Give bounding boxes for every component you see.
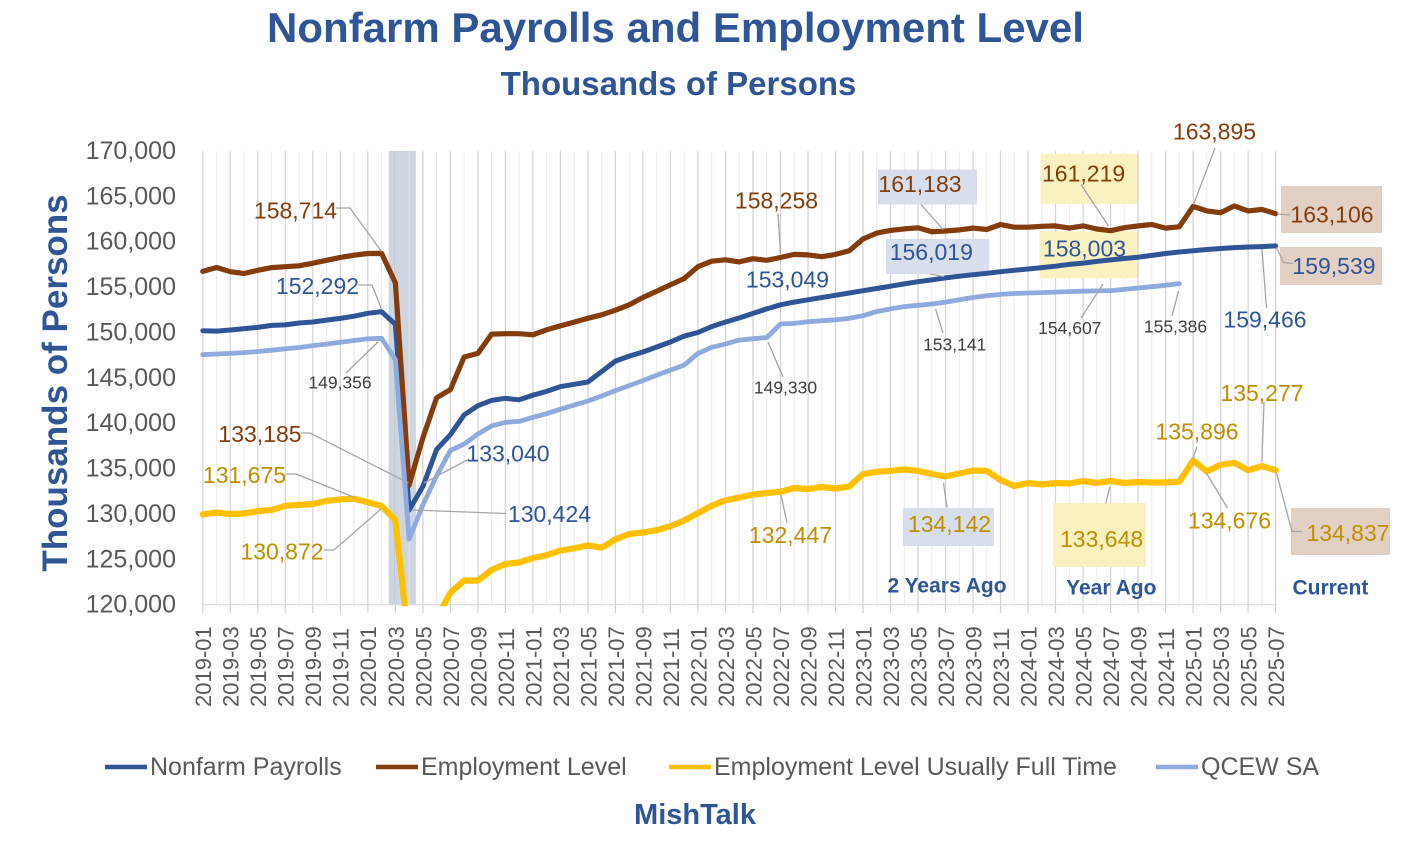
svg-text:131,675: 131,675 (203, 462, 286, 488)
svg-text:2021-09: 2021-09 (631, 626, 656, 707)
svg-text:2024-07: 2024-07 (1099, 626, 1124, 707)
svg-text:161,219: 161,219 (1042, 161, 1125, 187)
svg-text:2020-11: 2020-11 (494, 628, 519, 707)
svg-text:130,872: 130,872 (240, 538, 323, 564)
svg-text:2019-11: 2019-11 (329, 628, 354, 707)
svg-text:2025-01: 2025-01 (1182, 626, 1207, 707)
svg-text:2024-03: 2024-03 (1044, 626, 1069, 707)
svg-text:2021-05: 2021-05 (576, 626, 601, 707)
svg-text:130,424: 130,424 (508, 501, 591, 527)
svg-text:160,000: 160,000 (86, 228, 176, 256)
svg-text:2021-11: 2021-11 (659, 628, 684, 707)
svg-text:163,106: 163,106 (1290, 201, 1373, 227)
svg-text:165,000: 165,000 (86, 182, 176, 210)
svg-text:149,356: 149,356 (308, 372, 371, 392)
svg-text:133,648: 133,648 (1060, 526, 1143, 552)
svg-text:2020-03: 2020-03 (384, 626, 409, 707)
svg-text:2020-01: 2020-01 (356, 626, 381, 707)
svg-text:161,183: 161,183 (878, 171, 961, 197)
svg-text:163,895: 163,895 (1173, 118, 1256, 144)
svg-text:153,141: 153,141 (923, 335, 986, 355)
svg-text:158,003: 158,003 (1043, 235, 1126, 261)
svg-text:149,330: 149,330 (754, 377, 818, 397)
svg-text:2021-01: 2021-01 (521, 626, 546, 707)
svg-text:150,000: 150,000 (86, 319, 176, 347)
svg-text:2020-07: 2020-07 (439, 626, 464, 707)
svg-text:2019-03: 2019-03 (219, 626, 244, 707)
svg-text:130,000: 130,000 (86, 500, 176, 528)
svg-text:Thousands of Persons: Thousands of Persons (501, 65, 857, 102)
svg-text:159,539: 159,539 (1292, 253, 1375, 279)
svg-text:Year Ago: Year Ago (1066, 577, 1156, 600)
svg-text:Nonfarm Payrolls and Employmen: Nonfarm Payrolls and Employment Level (267, 4, 1084, 51)
svg-text:2023-09: 2023-09 (961, 626, 986, 707)
svg-text:2023-05: 2023-05 (906, 626, 931, 707)
svg-text:Thousands of Persons: Thousands of Persons (36, 194, 75, 571)
svg-text:135,277: 135,277 (1220, 380, 1303, 406)
svg-text:2019-05: 2019-05 (246, 626, 271, 707)
svg-text:155,000: 155,000 (86, 273, 176, 301)
svg-text:Current: Current (1292, 577, 1368, 600)
svg-text:133,185: 133,185 (218, 421, 301, 447)
svg-text:158,714: 158,714 (254, 197, 337, 223)
svg-text:152,292: 152,292 (276, 273, 359, 299)
svg-text:2022-01: 2022-01 (686, 626, 711, 707)
svg-text:135,896: 135,896 (1155, 418, 1238, 444)
svg-text:2024-01: 2024-01 (1016, 626, 1041, 707)
svg-text:2025-07: 2025-07 (1264, 626, 1289, 707)
svg-text:2019-07: 2019-07 (274, 626, 299, 707)
svg-text:Nonfarm Payrolls: Nonfarm Payrolls (150, 753, 342, 781)
svg-text:132,447: 132,447 (749, 522, 832, 548)
svg-text:2 Years Ago: 2 Years Ago (887, 575, 1006, 598)
svg-text:134,676: 134,676 (1188, 507, 1271, 533)
svg-text:MishTalk: MishTalk (634, 799, 757, 831)
svg-text:Employment Level Usually Full: Employment Level Usually Full Time (714, 753, 1117, 781)
svg-text:135,000: 135,000 (86, 455, 176, 483)
svg-text:2024-11: 2024-11 (1154, 628, 1179, 707)
svg-text:2022-05: 2022-05 (741, 626, 766, 707)
svg-text:2025-05: 2025-05 (1237, 626, 1262, 707)
svg-text:QCEW SA: QCEW SA (1201, 753, 1319, 781)
svg-text:2019-09: 2019-09 (301, 626, 326, 707)
svg-text:2022-11: 2022-11 (824, 628, 849, 707)
svg-text:2023-01: 2023-01 (851, 626, 876, 707)
svg-text:134,142: 134,142 (908, 511, 991, 537)
svg-text:153,049: 153,049 (746, 266, 829, 292)
svg-text:170,000: 170,000 (86, 137, 176, 165)
svg-text:2019-01: 2019-01 (191, 626, 216, 707)
svg-text:156,019: 156,019 (890, 239, 973, 265)
svg-text:154,607: 154,607 (1038, 318, 1101, 338)
svg-text:2021-03: 2021-03 (549, 626, 574, 707)
svg-text:125,000: 125,000 (86, 545, 176, 573)
svg-text:2023-07: 2023-07 (934, 626, 959, 707)
svg-text:134,837: 134,837 (1306, 520, 1389, 546)
svg-text:140,000: 140,000 (86, 409, 176, 437)
svg-text:2025-03: 2025-03 (1209, 626, 1234, 707)
svg-text:2023-11: 2023-11 (989, 628, 1014, 707)
svg-text:2024-05: 2024-05 (1072, 626, 1097, 707)
svg-text:120,000: 120,000 (86, 591, 176, 619)
svg-text:145,000: 145,000 (86, 364, 176, 392)
svg-text:159,466: 159,466 (1223, 306, 1306, 332)
svg-text:2024-09: 2024-09 (1127, 626, 1152, 707)
svg-text:2023-03: 2023-03 (879, 626, 904, 707)
svg-text:2022-09: 2022-09 (796, 626, 821, 707)
svg-text:133,040: 133,040 (466, 440, 549, 466)
svg-text:2022-07: 2022-07 (769, 626, 794, 707)
svg-text:155,386: 155,386 (1144, 317, 1207, 337)
svg-text:2020-05: 2020-05 (411, 626, 436, 707)
svg-text:158,258: 158,258 (735, 187, 818, 213)
svg-text:2021-07: 2021-07 (604, 626, 629, 707)
svg-text:2022-03: 2022-03 (714, 626, 739, 707)
svg-text:Employment Level: Employment Level (421, 753, 627, 781)
svg-text:2020-09: 2020-09 (466, 626, 491, 707)
